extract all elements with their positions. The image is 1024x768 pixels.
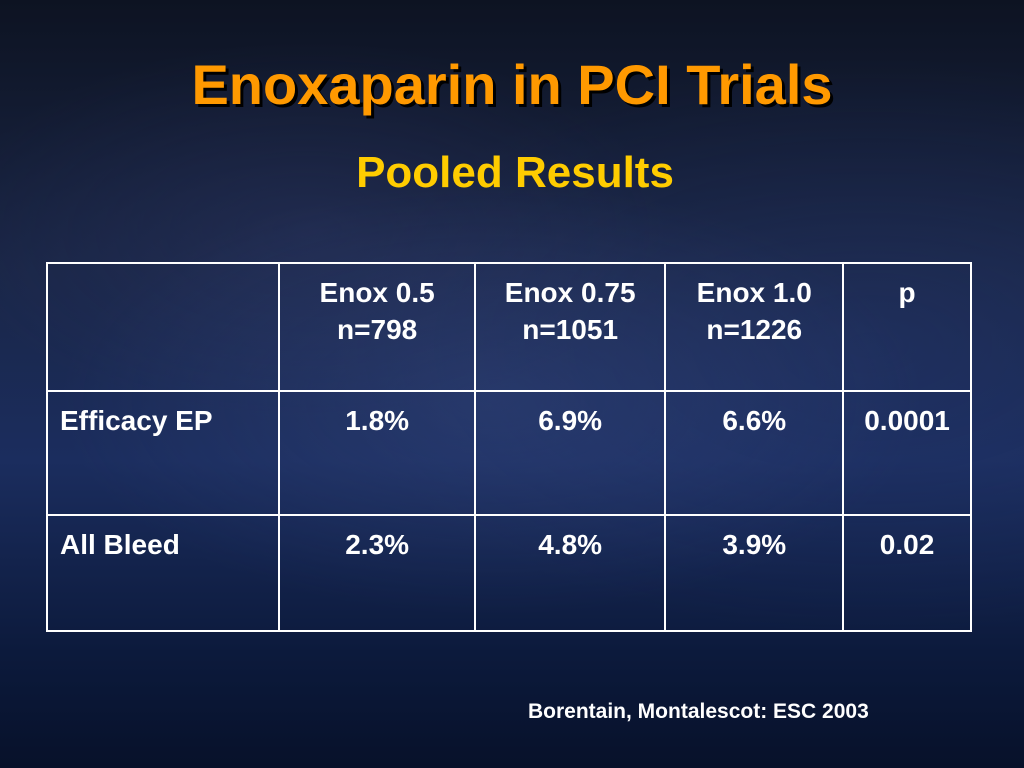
results-table: Enox 0.5 n=798 Enox 0.75 n=1051 Enox 1.0… <box>45 261 972 633</box>
table-header-row: Enox 0.5 n=798 Enox 0.75 n=1051 Enox 1.0… <box>45 261 972 393</box>
header-dose: Enox 1.0 <box>696 277 812 308</box>
row-label: All Bleed <box>45 513 281 633</box>
table-cell: 6.6% <box>664 390 845 516</box>
header-cell-p: p <box>842 261 972 393</box>
header-dose: Enox 0.75 <box>504 277 636 308</box>
row-label: Efficacy EP <box>45 390 281 516</box>
header-n: n=1051 <box>522 314 619 345</box>
header-n: n=1226 <box>706 314 803 345</box>
slide-subtitle: Pooled Results <box>356 148 674 197</box>
header-p: p <box>898 277 916 308</box>
header-cell-enox-0-75: Enox 0.75 n=1051 <box>473 261 667 393</box>
table-cell: 4.8% <box>473 513 667 633</box>
header-cell-empty <box>45 261 281 393</box>
table-cell: 0.0001 <box>842 390 972 516</box>
table-cell: 1.8% <box>278 390 476 516</box>
table-cell: 6.9% <box>473 390 667 516</box>
header-cell-enox-1-0: Enox 1.0 n=1226 <box>664 261 845 393</box>
citation: Borentain, Montalescot: ESC 2003 <box>528 700 869 723</box>
table-row-efficacy: Efficacy EP 1.8% 6.9% 6.6% 0.0001 <box>45 390 972 516</box>
table-cell: 0.02 <box>842 513 972 633</box>
table-cell: 2.3% <box>278 513 476 633</box>
slide-title: Enoxaparin in PCI Trials <box>191 53 833 116</box>
header-n: n=798 <box>337 314 418 345</box>
table-row-bleed: All Bleed 2.3% 4.8% 3.9% 0.02 <box>45 513 972 633</box>
header-dose: Enox 0.5 <box>319 277 435 308</box>
table-cell: 3.9% <box>664 513 845 633</box>
header-cell-enox-0-5: Enox 0.5 n=798 <box>278 261 476 393</box>
